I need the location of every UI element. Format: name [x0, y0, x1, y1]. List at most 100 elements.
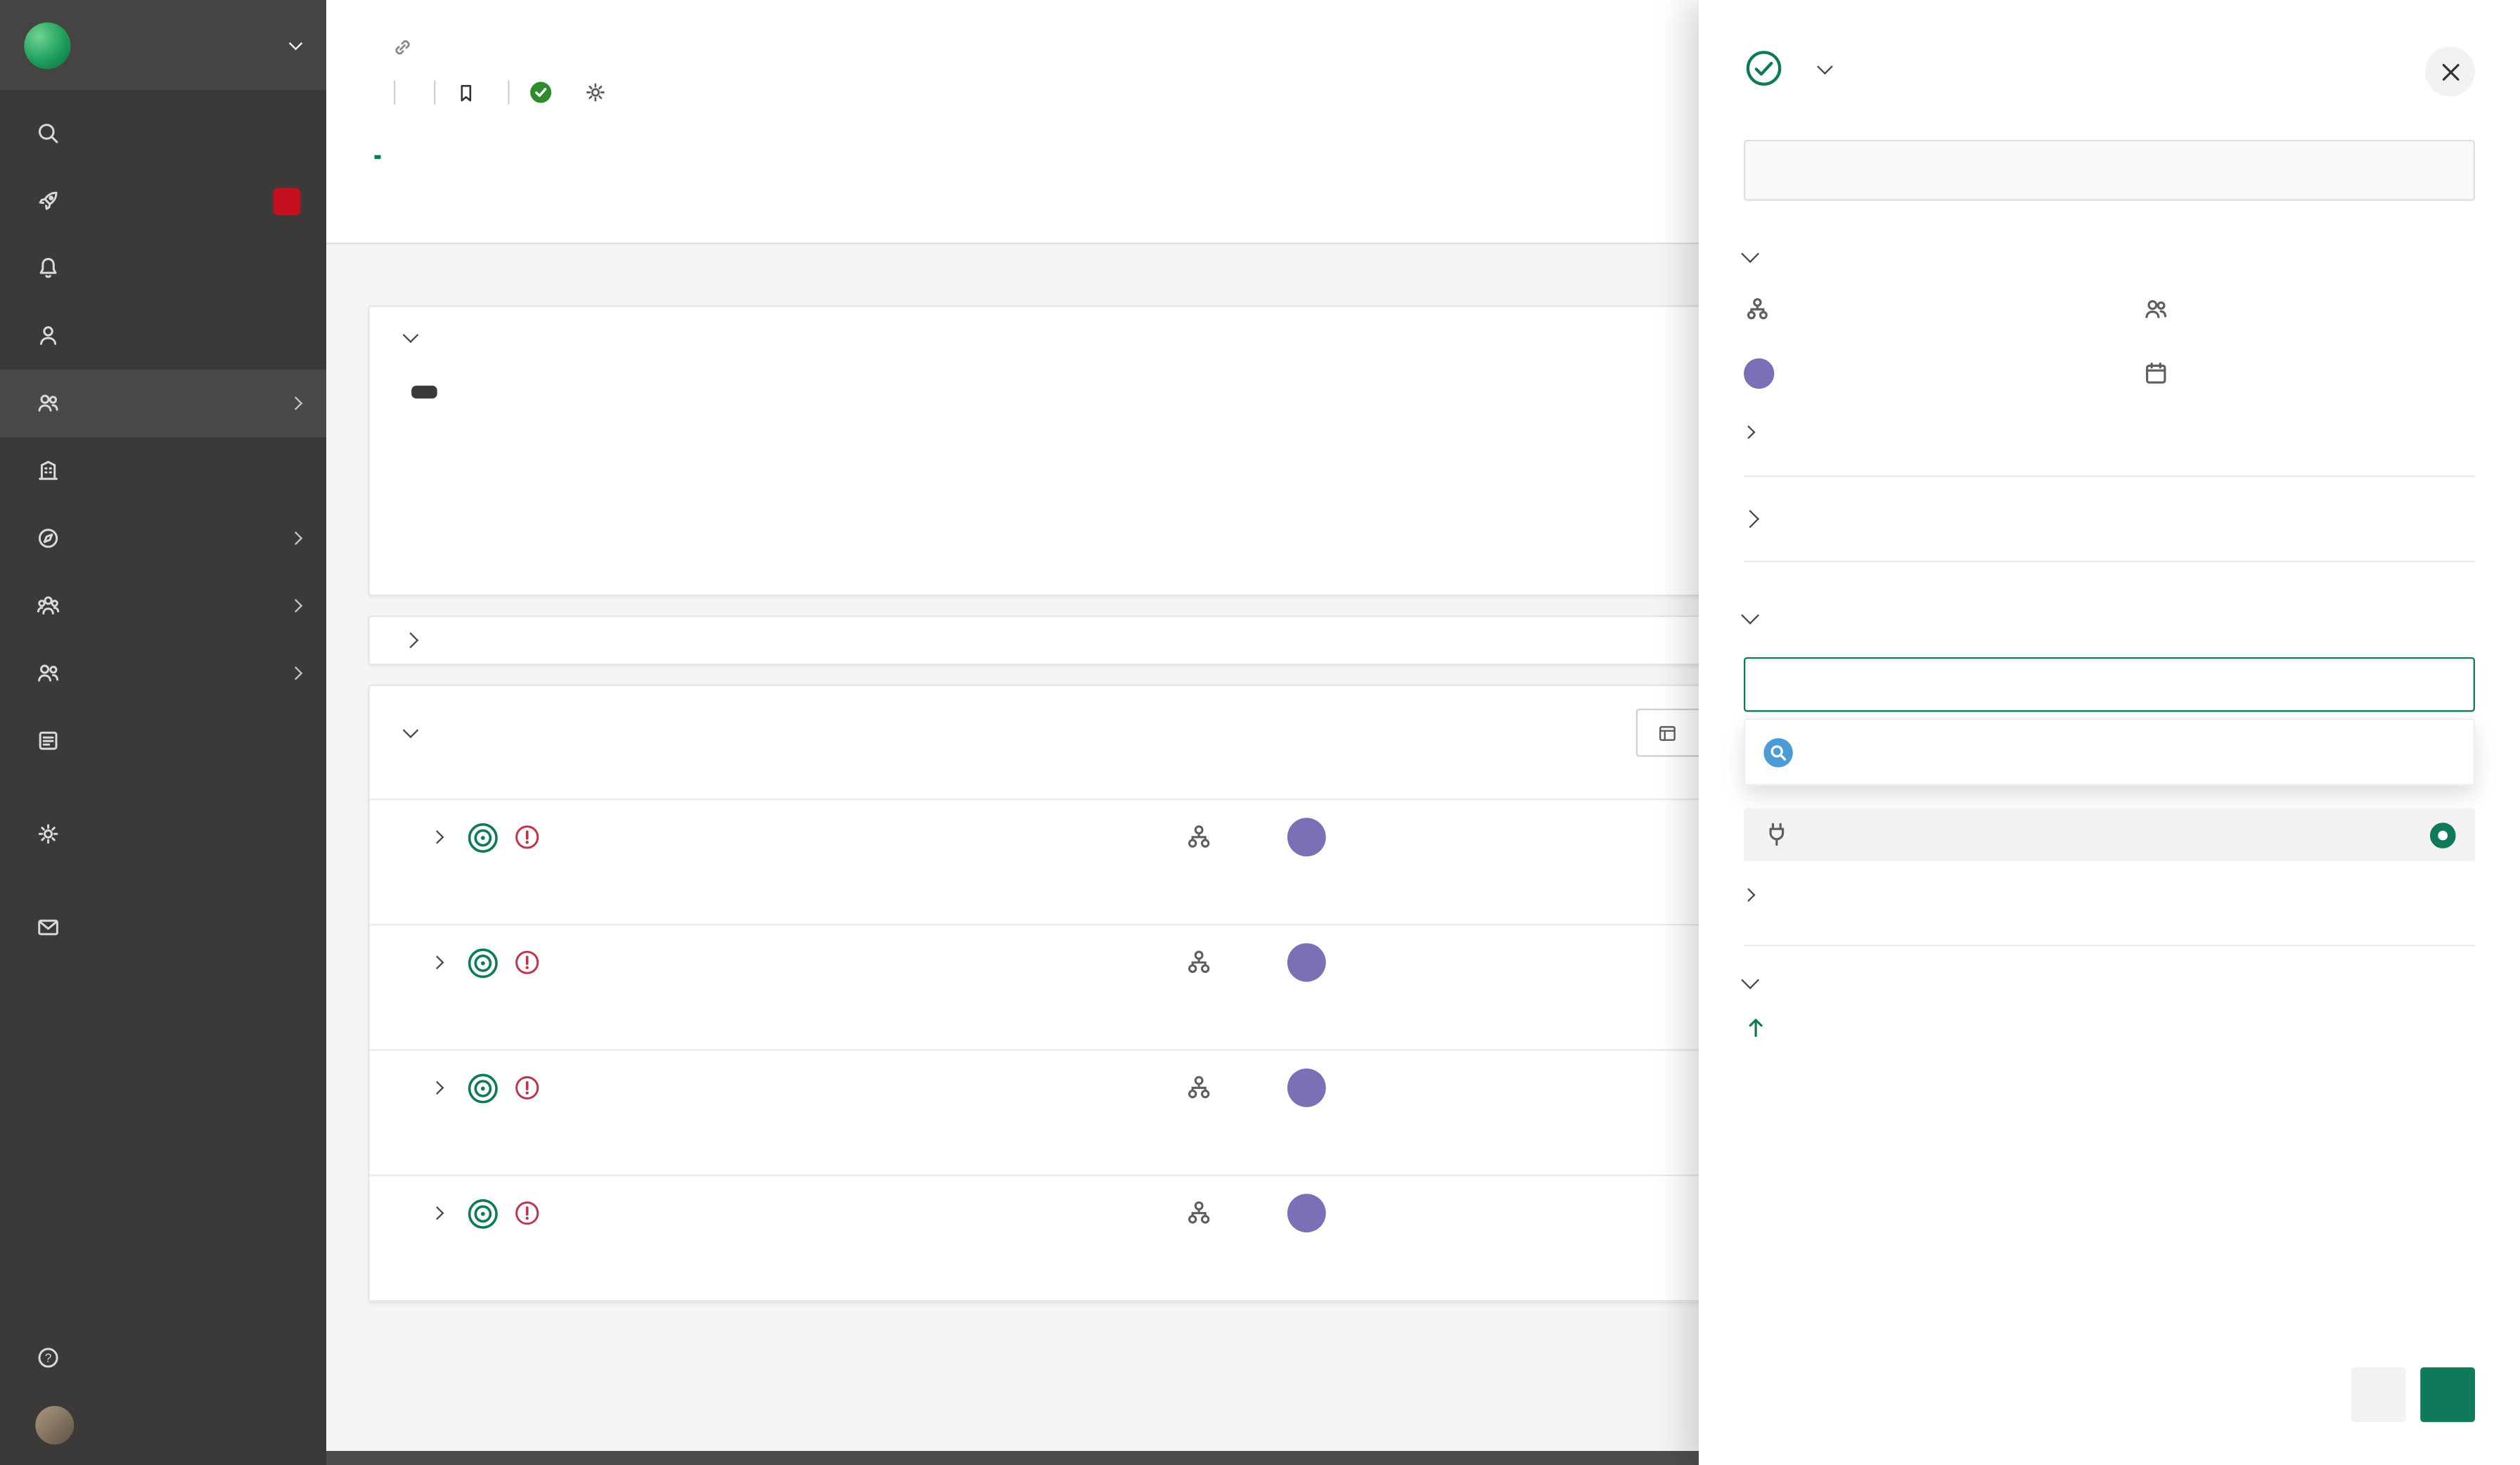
people-group-icon [37, 596, 60, 615]
chevron-right-icon [288, 531, 303, 546]
expand-chevron-icon[interactable] [430, 1206, 444, 1220]
rocket-icon [39, 191, 58, 210]
team-type-icon [1188, 1076, 1210, 1099]
summary-card [368, 305, 1751, 596]
okr-row[interactable] [369, 1176, 1749, 1302]
details-more-options[interactable] [1742, 425, 2475, 439]
sidebar-item-explorer[interactable] [0, 505, 326, 572]
objective-target-icon [468, 948, 498, 979]
avatar [1743, 358, 1775, 389]
sidebar-item-quickstart-guide[interactable] [0, 167, 326, 235]
bigquery-option[interactable] [1745, 720, 2473, 784]
envelope-icon [38, 919, 58, 936]
sidebar-item-notifications[interactable] [0, 235, 326, 302]
summary-collapse-toggle[interactable] [370, 307, 1749, 343]
chevron-down-icon [1741, 245, 1760, 264]
sidebar-item-my-teams[interactable] [0, 369, 326, 437]
cancel-button[interactable] [2351, 1367, 2406, 1422]
chevron-down-icon [288, 35, 303, 50]
sidebar-item-feed[interactable] [0, 707, 326, 775]
objective-check-icon [1746, 51, 1782, 86]
data-source-dropdown [1743, 718, 2475, 786]
following-button[interactable] [529, 80, 564, 104]
chevron-right-icon [1741, 510, 1760, 529]
sidebar-item-my-okrs[interactable] [0, 302, 326, 370]
sidebar-item-help[interactable]: ? [0, 1324, 326, 1391]
team-settings-gear-icon[interactable] [584, 80, 608, 104]
sidebar-item-all-teams[interactable] [0, 572, 326, 640]
tab-projects[interactable] [435, 131, 442, 159]
team-type-icon [1747, 298, 1768, 320]
chevron-right-icon [1742, 888, 1756, 902]
sidebar: ? [0, 0, 326, 1465]
okrs-by-status [994, 366, 1395, 565]
detail-owner[interactable] [1743, 358, 2142, 389]
sidebar-item-invite-users[interactable] [0, 893, 326, 961]
chevron-down-icon [1741, 606, 1760, 625]
team-type-icon [1188, 825, 1210, 848]
chevron-right-icon [1742, 425, 1756, 439]
close-button[interactable] [2425, 46, 2475, 97]
chevron-down-icon[interactable] [1817, 58, 1833, 75]
details-section-toggle[interactable] [1741, 245, 2475, 264]
progress-section-toggle[interactable] [1741, 606, 2475, 625]
tab-okrs[interactable] [375, 131, 381, 159]
tab-team-settings[interactable] [619, 131, 625, 159]
auto-data-source-row[interactable] [1743, 808, 2475, 862]
status-legend [994, 432, 1395, 534]
help-icon: ? [38, 1348, 58, 1368]
sidebar-item-user[interactable] [0, 1391, 326, 1459]
sidebar-item-search[interactable] [0, 100, 326, 167]
at-risk-alert-icon [515, 950, 539, 974]
align-objective-link[interactable] [1744, 1016, 2475, 1040]
data-source-search-input[interactable] [1743, 657, 2475, 712]
avatar [35, 1405, 75, 1445]
edit-objective-panel [1698, 0, 2520, 1465]
detail-team[interactable] [2142, 296, 2475, 323]
okr-row[interactable] [369, 1051, 1749, 1177]
progress-more-options[interactable] [1742, 888, 2475, 902]
okr-row[interactable] [369, 800, 1749, 926]
outcome-section-toggle[interactable] [1741, 510, 2475, 529]
list-view-icon [1659, 725, 1676, 740]
kpis-card[interactable] [368, 615, 1751, 666]
team-type-icon [1188, 950, 1210, 974]
expand-chevron-icon[interactable] [430, 830, 444, 844]
auto-source-toggle[interactable] [2429, 822, 2456, 848]
objective-title-input[interactable] [1743, 139, 2475, 201]
at-risk-alert-icon [515, 825, 539, 849]
objective-target-icon [468, 1073, 498, 1104]
detail-when[interactable] [2142, 359, 2475, 389]
search-icon [38, 124, 58, 143]
arrow-up-icon [1749, 1019, 1763, 1038]
at-risk-alert-icon [515, 1076, 539, 1099]
chevron-down-icon[interactable] [402, 722, 419, 739]
app-switcher[interactable] [0, 0, 326, 90]
sidebar-item-all-users[interactable] [0, 640, 326, 707]
sidebar-item-relecloud-okrs[interactable] [0, 437, 326, 505]
detail-type[interactable] [1744, 296, 2142, 323]
expand-chevron-icon[interactable] [430, 1080, 444, 1095]
okr-table-header [369, 776, 1749, 801]
feed-icon [39, 731, 58, 750]
sidebar-item-admin[interactable] [0, 800, 326, 867]
bookmark-icon [461, 84, 472, 101]
okr-row[interactable] [369, 926, 1749, 1051]
alignment-section-toggle[interactable] [1741, 971, 2475, 990]
view-button[interactable] [1635, 708, 1710, 757]
save-button[interactable] [2420, 1367, 2475, 1422]
compass-icon [38, 529, 58, 548]
chevron-right-icon [288, 666, 303, 680]
avatar [1287, 943, 1326, 982]
tab-dashboards[interactable] [496, 131, 503, 159]
bookmark-button[interactable] [455, 81, 489, 103]
objective-target-icon [468, 822, 498, 853]
bigquery-icon [1763, 737, 1793, 767]
svg-text:?: ? [45, 1350, 52, 1364]
horizontal-scrollbar[interactable] [326, 1450, 1699, 1465]
gear-icon [38, 824, 58, 844]
tab-team-members[interactable] [558, 131, 564, 159]
chevron-right-icon [402, 632, 419, 649]
copy-link-icon[interactable] [390, 35, 414, 59]
expand-chevron-icon[interactable] [430, 955, 444, 969]
